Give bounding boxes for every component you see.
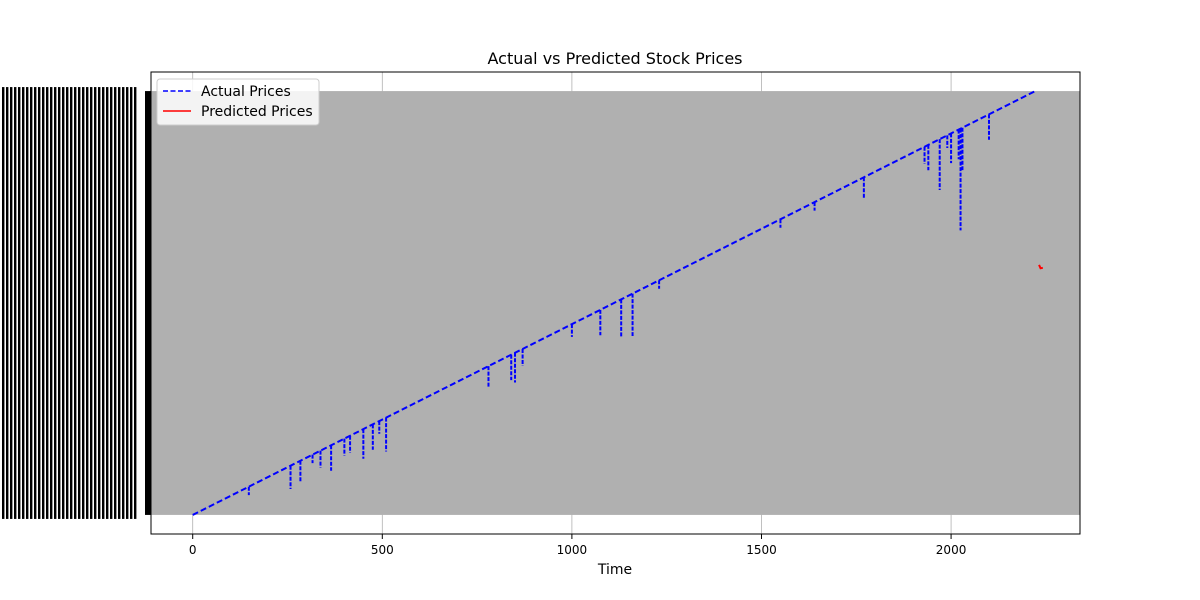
ytick-label-column [110,87,113,519]
ytick-label-column [94,87,97,519]
ytick-label-column [14,87,17,519]
ytick-label-column [114,87,117,519]
ytick-label-column [30,87,33,519]
chart-title: Actual vs Predicted Stock Prices [487,49,742,68]
legend-predicted-label: Predicted Prices [201,104,313,120]
ytick-label-column [10,87,13,519]
ytick-label-column [118,87,121,519]
ytick-label-column [22,87,25,519]
legend-box [156,78,320,126]
x-tick-label: 1500 [746,543,777,557]
ytick-label-column [26,87,29,519]
x-tick-label: 0 [189,543,197,557]
ytick-label-column [126,87,129,519]
ytick-label-column [90,87,93,519]
ytick-label-column [62,87,65,519]
ytick-label-column [102,87,105,519]
series-actual-prices [192,90,1036,516]
ytick-label-column [6,87,9,519]
x-tick-label: 500 [371,543,394,557]
ytick-label-column [58,87,61,519]
x-axis-label: Time [597,562,632,578]
ytick-label-column [86,87,89,519]
ytick-label-column [98,87,101,519]
actual-trend-line [192,90,1036,516]
axes-frame [150,71,1081,535]
x-tick-label: 2000 [936,543,967,557]
ytick-label-column [74,87,77,519]
ytick-label-column [106,87,109,519]
ytick-label-column [122,87,125,519]
plot-area [150,71,1081,535]
ytick-label-column [134,87,137,519]
series-predicted-prices [1038,264,1044,270]
y-tick-labels-overlap [2,87,151,519]
y-tick-marks-dense [145,91,151,515]
ytick-label-column [70,87,73,519]
ytick-label-column [42,87,45,519]
ytick-label-column [130,87,133,519]
ytick-label-column [2,87,5,519]
ytick-label-column [66,87,69,519]
legend-actual-label: Actual Prices [201,84,291,100]
ytick-label-column [54,87,57,519]
x-tick-label: 1000 [557,543,588,557]
ytick-label-column [18,87,21,519]
ytick-label-column [78,87,81,519]
ytick-label-column [50,87,53,519]
x-axis-ticks: 0 500 1000 1500 2000 [189,534,966,557]
predicted-line [1038,264,1044,270]
ytick-label-column [46,87,49,519]
legend: Actual Prices Predicted Prices [156,78,320,126]
ytick-label-column [82,87,85,519]
ytick-label-column [38,87,41,519]
ytick-label-column [34,87,37,519]
